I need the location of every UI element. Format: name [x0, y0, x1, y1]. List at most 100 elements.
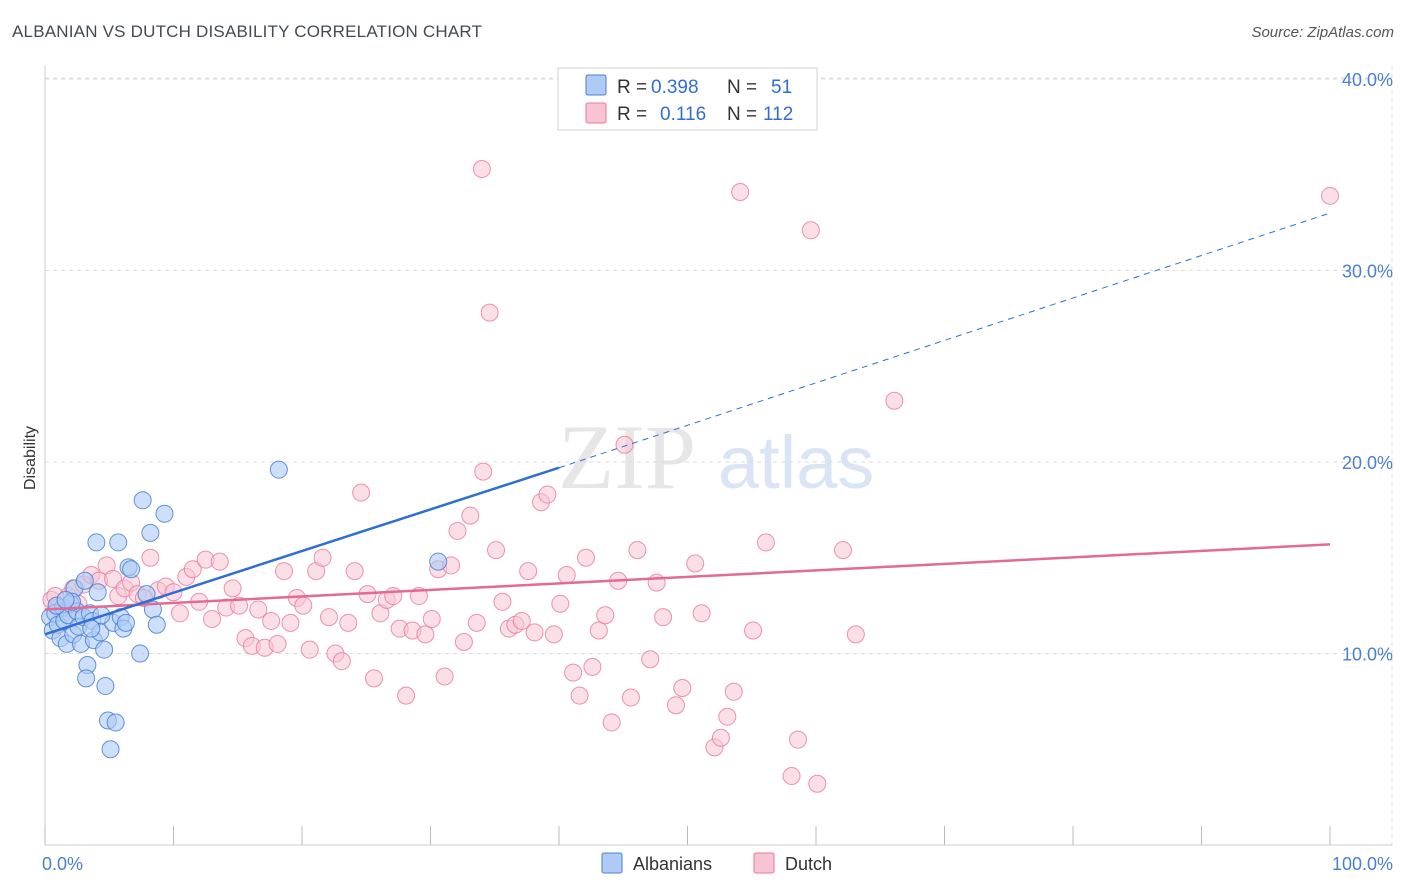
trend-lines [44, 212, 1331, 636]
dutch-point [1321, 186, 1339, 205]
albanians-point [56, 590, 75, 609]
dutch-point [756, 533, 775, 552]
dutch-point [249, 600, 268, 619]
dutch-point [744, 621, 763, 640]
legend-n-value-dutch: 112 [763, 104, 793, 125]
dutch-point [223, 579, 242, 598]
dutch-point [319, 608, 338, 627]
legend-n-label-albanians: N = [727, 77, 757, 98]
dutch-point [801, 221, 820, 240]
x-tick-label-min: 0.0% [42, 854, 83, 874]
albanians-point [429, 552, 448, 571]
legend-r-value-dutch: 0.116 [660, 104, 706, 125]
legend-swatch-dutch [585, 102, 607, 124]
dutch-point [692, 604, 711, 623]
dutch-point [583, 657, 602, 676]
dutch-point [724, 682, 743, 701]
albanians-point [96, 677, 115, 696]
y-axis-title: Disability [22, 426, 39, 490]
dutch-point [615, 435, 634, 454]
dutch-point [416, 625, 435, 644]
dutch-point [885, 391, 904, 410]
dutch-point [782, 767, 801, 786]
axes [44, 66, 1392, 846]
dutch-point [641, 650, 660, 669]
dutch-point [666, 696, 685, 715]
dutch-point [480, 303, 499, 322]
dutch-point [448, 521, 467, 540]
dutch-point [544, 625, 563, 644]
dutch-point [833, 541, 852, 560]
dutch-point [294, 596, 313, 615]
y-tick-label: 30.0% [1342, 262, 1393, 282]
legend-n-label-dutch: N = [727, 104, 757, 125]
chart-title: ALBANIAN VS DUTCH DISABILITY CORRELATION… [12, 22, 483, 41]
bottom-legend: Albanians Dutch [601, 852, 832, 874]
dutch-point [339, 613, 358, 632]
dutch-point [364, 669, 383, 688]
legend-swatch-albanians [585, 74, 607, 96]
dutch-point [230, 596, 249, 615]
dutch-point [602, 713, 621, 732]
dutch-point [474, 462, 493, 481]
dutch-point [493, 592, 512, 611]
albanians-point [131, 644, 150, 663]
dutch-point [454, 633, 473, 652]
albanians-point [95, 640, 114, 659]
x-tick-labels: 0.0% 100.0% [42, 854, 1393, 874]
albanians-point [75, 571, 94, 590]
dutch-point [467, 613, 486, 632]
dutch-point [461, 506, 480, 525]
dutch-point [589, 621, 608, 640]
y-tick-label: 20.0% [1342, 453, 1393, 473]
albanians-trend-line [44, 466, 560, 636]
dutch-point [141, 548, 160, 567]
dutch-point [384, 587, 403, 606]
albanians-point [155, 504, 174, 523]
source-label: Source: ZipAtlas.com [1251, 24, 1394, 41]
albanians-point [147, 615, 166, 634]
dutch-point [525, 623, 544, 642]
dutch-point [570, 686, 589, 705]
dutch-point [397, 686, 416, 705]
albanians-point [77, 669, 96, 688]
bottom-legend-dutch: Dutch [785, 854, 832, 874]
dutch-point [686, 554, 705, 573]
albanians-point [116, 613, 135, 632]
dutch-trend-line [44, 543, 1331, 611]
albanians-point [88, 583, 107, 602]
dutch-point [711, 728, 730, 747]
albanians-point [122, 560, 141, 579]
dutch-point [275, 562, 294, 581]
dutch-point [557, 565, 576, 584]
dutch-point [183, 560, 202, 579]
dutch-point [512, 611, 531, 630]
dutch-point [789, 730, 808, 749]
y-tick-labels: 10.0% 20.0% 30.0% 40.0% [1342, 70, 1393, 665]
dutch-point [519, 562, 538, 581]
dutch-point [345, 562, 364, 581]
albanians-point [133, 491, 152, 510]
dutch-point [472, 160, 491, 179]
dutch-point [487, 541, 506, 560]
dutch-point [435, 667, 454, 686]
dutch-point [203, 610, 222, 629]
legend-r-label-albanians: R = [617, 77, 647, 98]
dutch-point [647, 573, 666, 592]
dutch-point [352, 483, 371, 502]
albanians-point [269, 460, 288, 479]
dutch-point [313, 548, 332, 567]
dutch-point [332, 652, 351, 671]
albanians-point [109, 533, 128, 552]
dutch-point [564, 663, 583, 682]
dutch-point [654, 608, 673, 627]
dutch-point [281, 613, 300, 632]
dutch-point [673, 678, 692, 697]
legend-r-label-dutch: R = [617, 104, 647, 125]
albanians-point [82, 619, 101, 638]
albanians-point [141, 523, 160, 542]
dutch-point [170, 604, 189, 623]
albanians-trend-extension [558, 212, 1331, 469]
dutch-point [268, 634, 287, 653]
dutch-point [596, 606, 615, 625]
